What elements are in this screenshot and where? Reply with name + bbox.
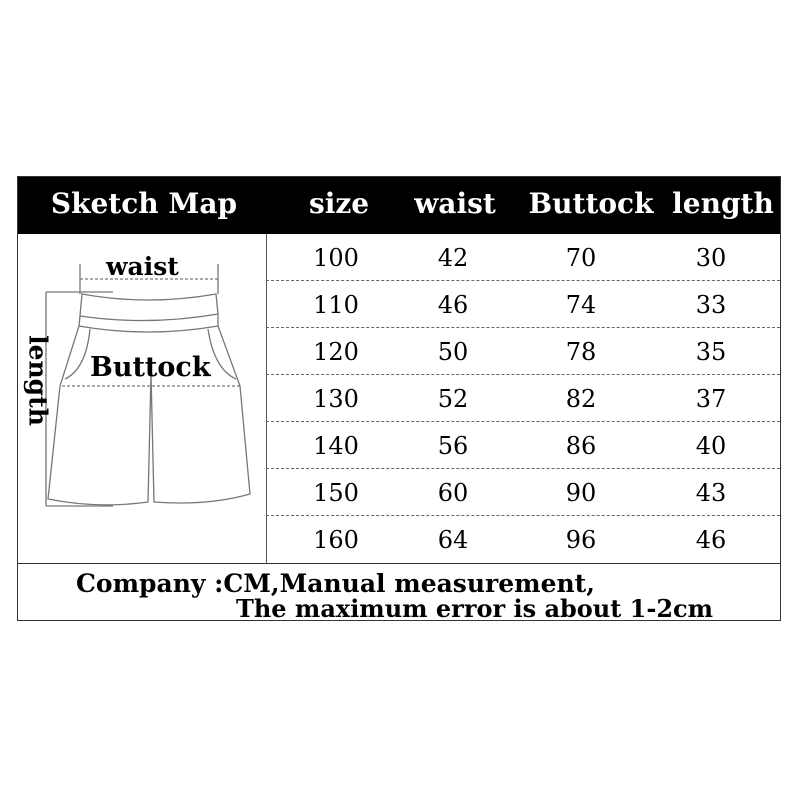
header-size: size bbox=[308, 187, 370, 220]
cell-size: 150 bbox=[313, 479, 359, 507]
footer-line-2: The maximum error is about 1-2cm bbox=[236, 594, 714, 623]
table-row: 100 42 70 30 bbox=[266, 234, 780, 281]
buttock-label: Buttock bbox=[90, 352, 211, 383]
header-length: length bbox=[672, 187, 774, 220]
length-label: length bbox=[23, 335, 53, 426]
cell-waist: 60 bbox=[437, 479, 469, 507]
header-waist: waist bbox=[414, 187, 496, 220]
table-header: Sketch Map size waist Buttock length bbox=[18, 177, 780, 234]
cell-length: 30 bbox=[695, 244, 727, 272]
cell-buttock: 78 bbox=[565, 338, 597, 366]
cell-size: 160 bbox=[313, 526, 359, 554]
table-row: 140 56 86 40 bbox=[266, 422, 780, 469]
header-sketch-map: Sketch Map bbox=[50, 187, 238, 220]
cell-buttock: 90 bbox=[565, 479, 597, 507]
cell-size: 130 bbox=[313, 385, 359, 413]
cell-length: 37 bbox=[695, 385, 727, 413]
cell-waist: 46 bbox=[437, 291, 469, 319]
cell-buttock: 96 bbox=[565, 526, 597, 554]
cell-length: 43 bbox=[695, 479, 727, 507]
size-table: 100 42 70 30 110 46 74 33 120 50 78 35 130 52 82 37 … bbox=[266, 234, 780, 563]
waist-label: waist bbox=[106, 252, 179, 281]
cell-waist: 42 bbox=[437, 244, 469, 272]
cell-waist: 50 bbox=[437, 338, 469, 366]
cell-size: 140 bbox=[313, 432, 359, 460]
cell-size: 110 bbox=[313, 291, 359, 319]
table-row: 110 46 74 33 bbox=[266, 281, 780, 328]
table-row: 150 60 90 43 bbox=[266, 469, 780, 516]
cell-length: 35 bbox=[695, 338, 727, 366]
cell-length: 40 bbox=[695, 432, 727, 460]
cell-waist: 64 bbox=[437, 526, 469, 554]
cell-buttock: 86 bbox=[565, 432, 597, 460]
cell-waist: 56 bbox=[437, 432, 469, 460]
cell-buttock: 74 bbox=[565, 291, 597, 319]
table-row: 160 64 96 46 bbox=[266, 516, 780, 563]
footer-line-1: Company :CM,Manual measurement, bbox=[76, 569, 595, 598]
cell-length: 33 bbox=[695, 291, 727, 319]
header-buttock: Buttock bbox=[528, 187, 654, 220]
shorts-diagram-icon bbox=[45, 264, 251, 507]
table-row: 120 50 78 35 bbox=[266, 328, 780, 375]
cell-length: 46 bbox=[695, 526, 727, 554]
cell-waist: 52 bbox=[437, 385, 469, 413]
cell-buttock: 82 bbox=[565, 385, 597, 413]
cell-buttock: 70 bbox=[565, 244, 597, 272]
cell-size: 100 bbox=[313, 244, 359, 272]
size-chart: Sketch Map size waist Buttock length wai… bbox=[17, 176, 781, 623]
footer-note: Company :CM,Manual measurement, The maxi… bbox=[18, 563, 780, 623]
cell-size: 120 bbox=[313, 338, 359, 366]
table-row: 130 52 82 37 bbox=[266, 375, 780, 422]
sketch-map: waist Buttock length bbox=[18, 234, 267, 563]
